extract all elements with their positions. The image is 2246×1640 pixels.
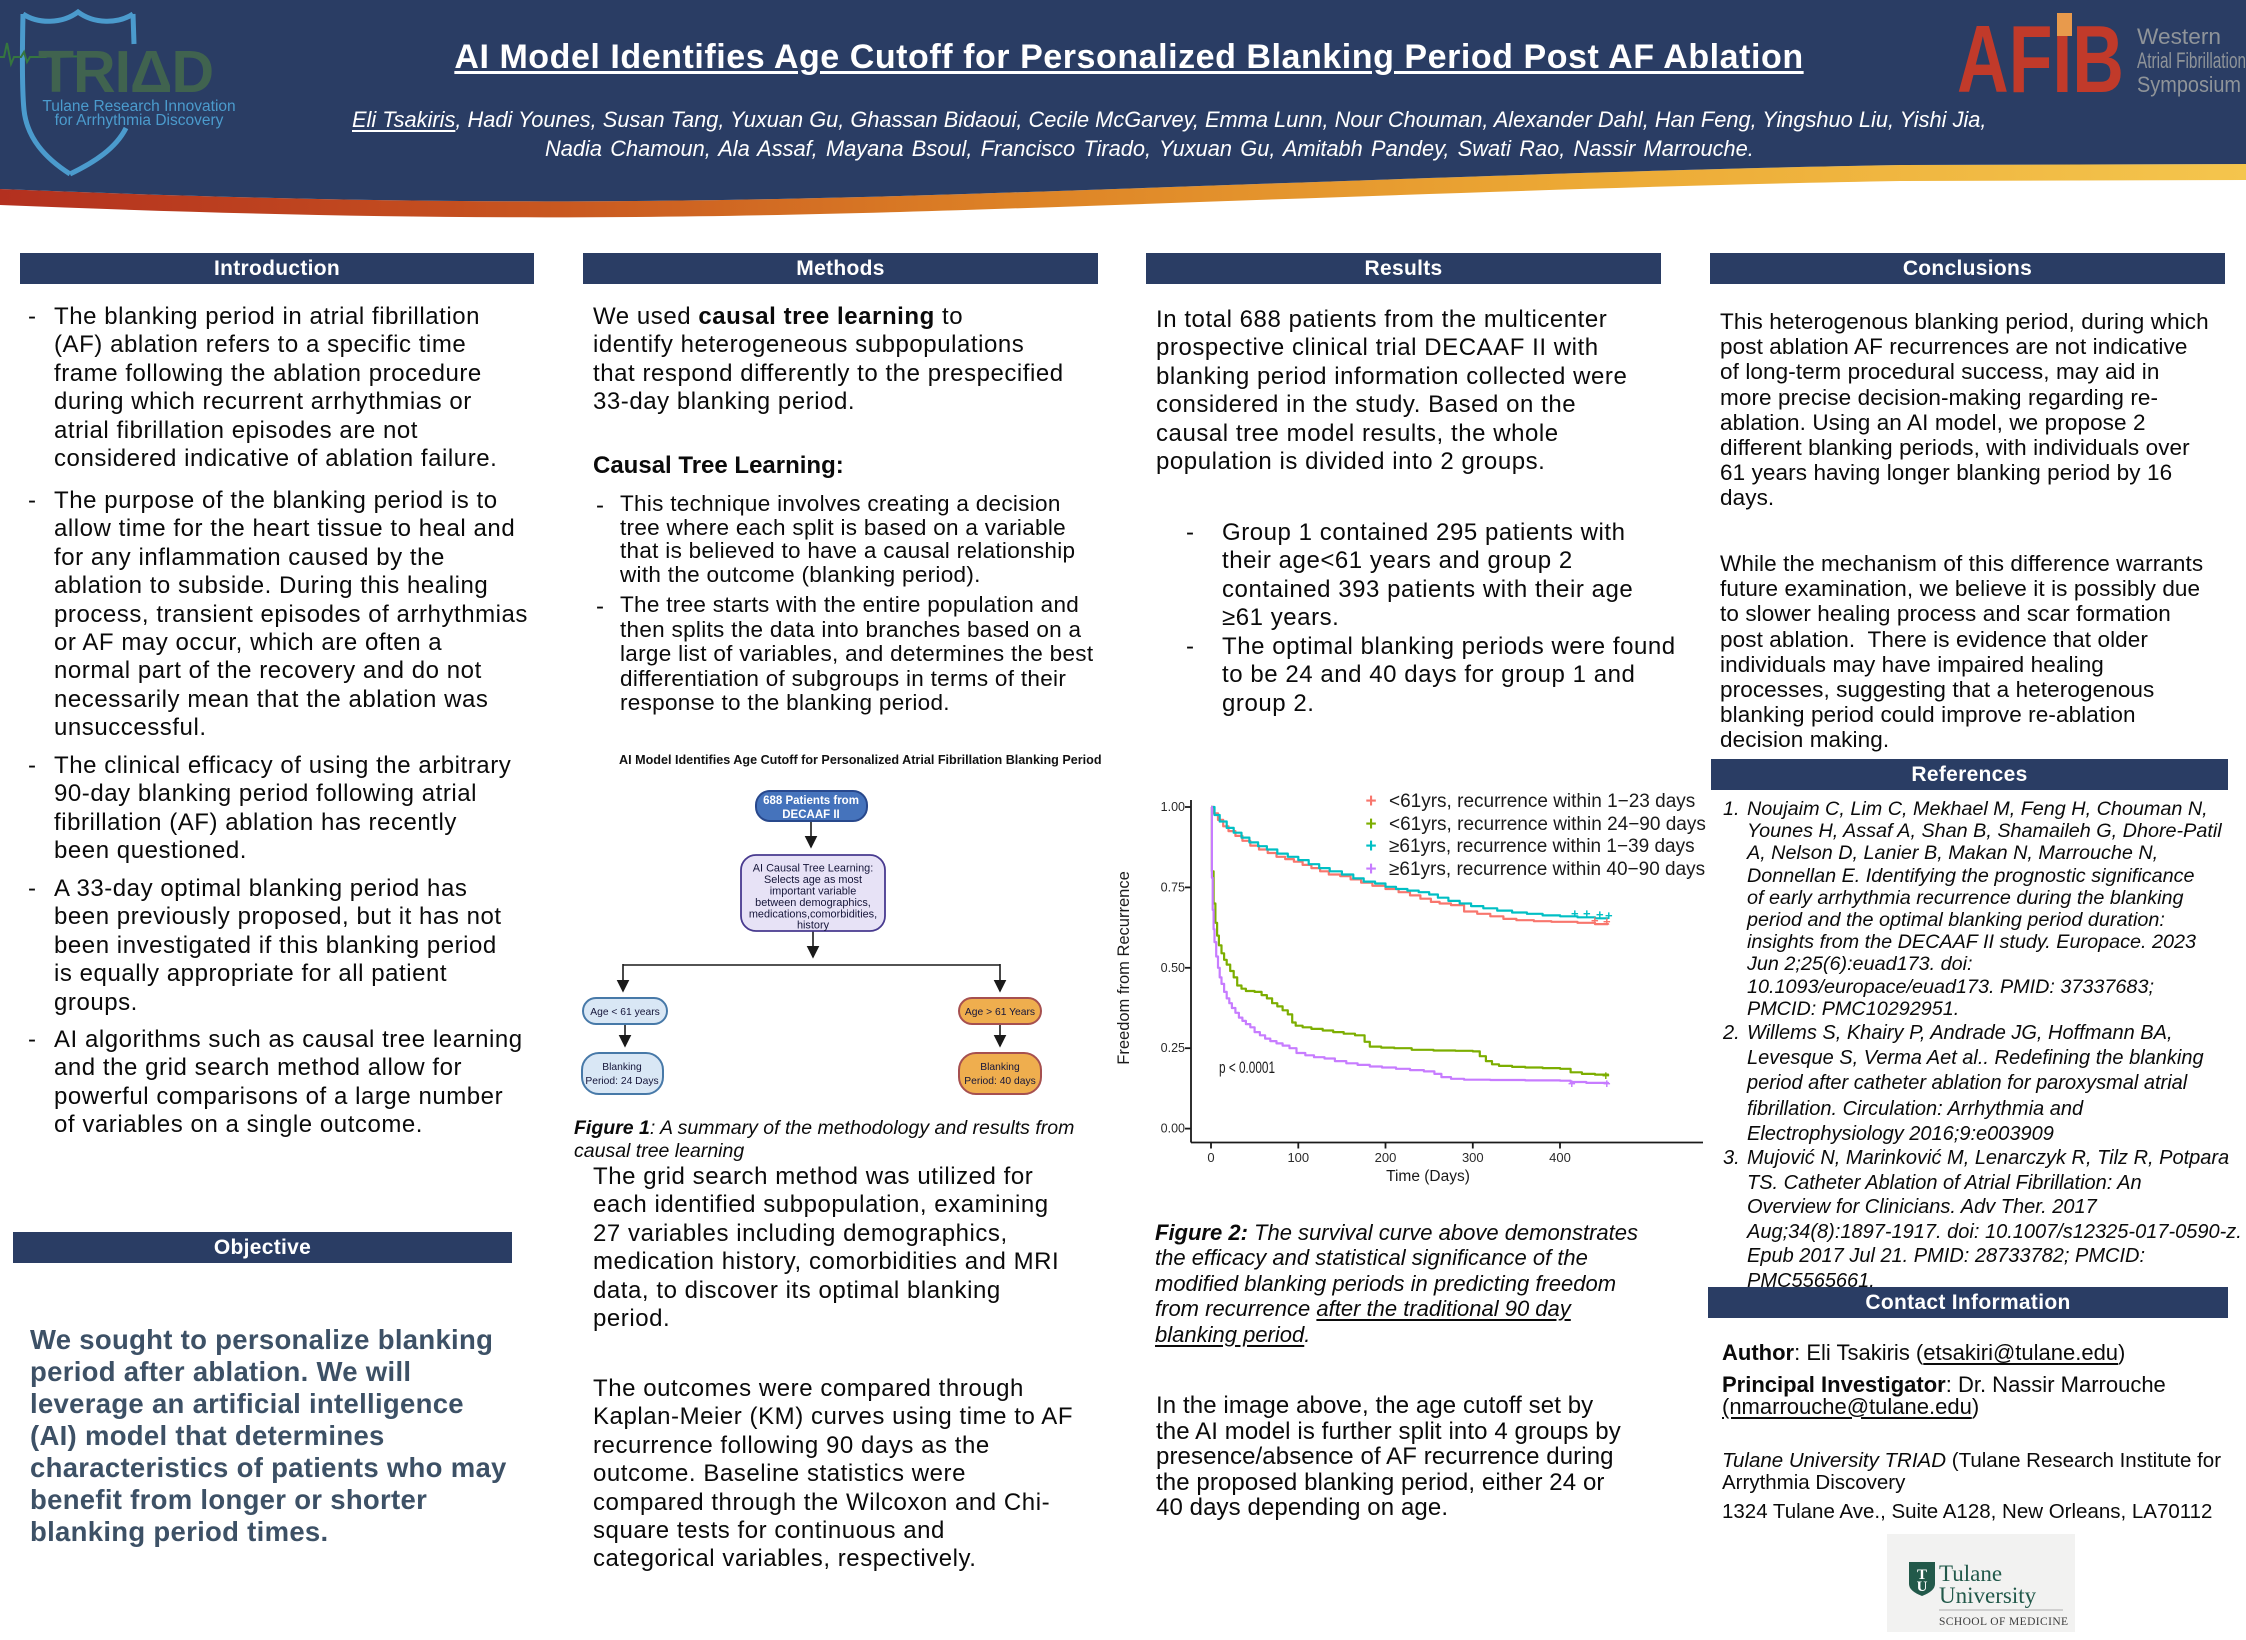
svg-text:0.50: 0.50 [1161,961,1185,975]
svg-text:TRIΔD: TRIΔD [38,39,213,105]
svg-text:+: + [1365,859,1376,880]
svg-text:p < 0.0001: p < 0.0001 [1219,1059,1275,1077]
svg-text:0.75: 0.75 [1161,880,1185,894]
svg-text:medications,comorbidities,: medications,comorbidities, [749,909,877,921]
svg-text:Western: Western [2137,24,2221,49]
svg-text:+: + [1568,1076,1576,1091]
svg-text:SCHOOL OF MEDICINE: SCHOOL OF MEDICINE [1939,1616,2068,1628]
svg-text:Tulane: Tulane [1939,1561,2002,1586]
svg-text:300: 300 [1462,1150,1484,1165]
svg-text:+: + [1571,906,1579,921]
svg-text:≥61yrs, recurrence within 40−9: ≥61yrs, recurrence within 40−90 days [1389,859,1705,880]
svg-text:+: + [1602,1068,1610,1083]
svg-text:T: T [1917,1567,1927,1583]
svg-text:+: + [1365,814,1376,835]
svg-text:0: 0 [1207,1150,1214,1165]
svg-text:+: + [1365,791,1376,812]
svg-text:Symposium: Symposium [2137,72,2241,97]
svg-text:AI Causal Tree Learning:: AI Causal Tree Learning: [753,863,873,875]
svg-text:Atrial Fibrillation: Atrial Fibrillation [2137,48,2246,73]
svg-text:+: + [1583,906,1591,921]
svg-text:Selects age as most: Selects age as most [764,874,862,886]
svg-text:important variable: important variable [770,886,857,898]
svg-text:400: 400 [1549,1150,1571,1165]
svg-text:Age < 61 years: Age < 61 years [590,1007,660,1018]
svg-text:University: University [1939,1583,2037,1608]
svg-text:Blanking: Blanking [980,1062,1020,1073]
svg-text:+: + [1596,907,1604,922]
svg-text:<61yrs, recurrence within 1−23: <61yrs, recurrence within 1−23 days [1389,791,1695,812]
svg-text:Period: 40 days: Period: 40 days [964,1076,1036,1087]
svg-text:Tulane Research Innovation: Tulane Research Innovation [42,98,235,115]
svg-text:0.00: 0.00 [1161,1122,1185,1136]
svg-text:1.00: 1.00 [1161,800,1185,814]
svg-text:between demographics,: between demographics, [755,897,871,909]
svg-text:Time (Days): Time (Days) [1386,1168,1470,1185]
svg-text:+: + [1591,913,1599,928]
svg-text:U: U [1917,1579,1928,1595]
svg-text:Freedom from Recurrence: Freedom from Recurrence [1115,871,1133,1064]
svg-text:history: history [797,920,830,932]
svg-text:for Arrhythmia Discovery: for Arrhythmia Discovery [55,112,224,129]
svg-text:+: + [1603,914,1611,929]
svg-text:≥61yrs, recurrence within 1−39: ≥61yrs, recurrence within 1−39 days [1389,836,1695,857]
svg-text:Blanking: Blanking [602,1062,642,1073]
svg-text:200: 200 [1375,1150,1397,1165]
svg-text:Period: 24 Days: Period: 24 Days [585,1076,658,1087]
svg-text:+: + [1603,1076,1611,1091]
svg-text:688 Patients from: 688 Patients from [763,795,859,807]
svg-text:0.25: 0.25 [1161,1041,1185,1055]
svg-text:+: + [1605,908,1613,923]
svg-text:+: + [1365,836,1376,857]
svg-text:100: 100 [1287,1150,1309,1165]
svg-text:Age > 61 Years: Age > 61 Years [965,1007,1035,1018]
svg-text:<61yrs, recurrence within 24−9: <61yrs, recurrence within 24−90 days [1389,814,1706,835]
svg-text:AFIB: AFIB [1957,6,2124,113]
svg-text:DECAAF II: DECAAF II [782,809,840,821]
